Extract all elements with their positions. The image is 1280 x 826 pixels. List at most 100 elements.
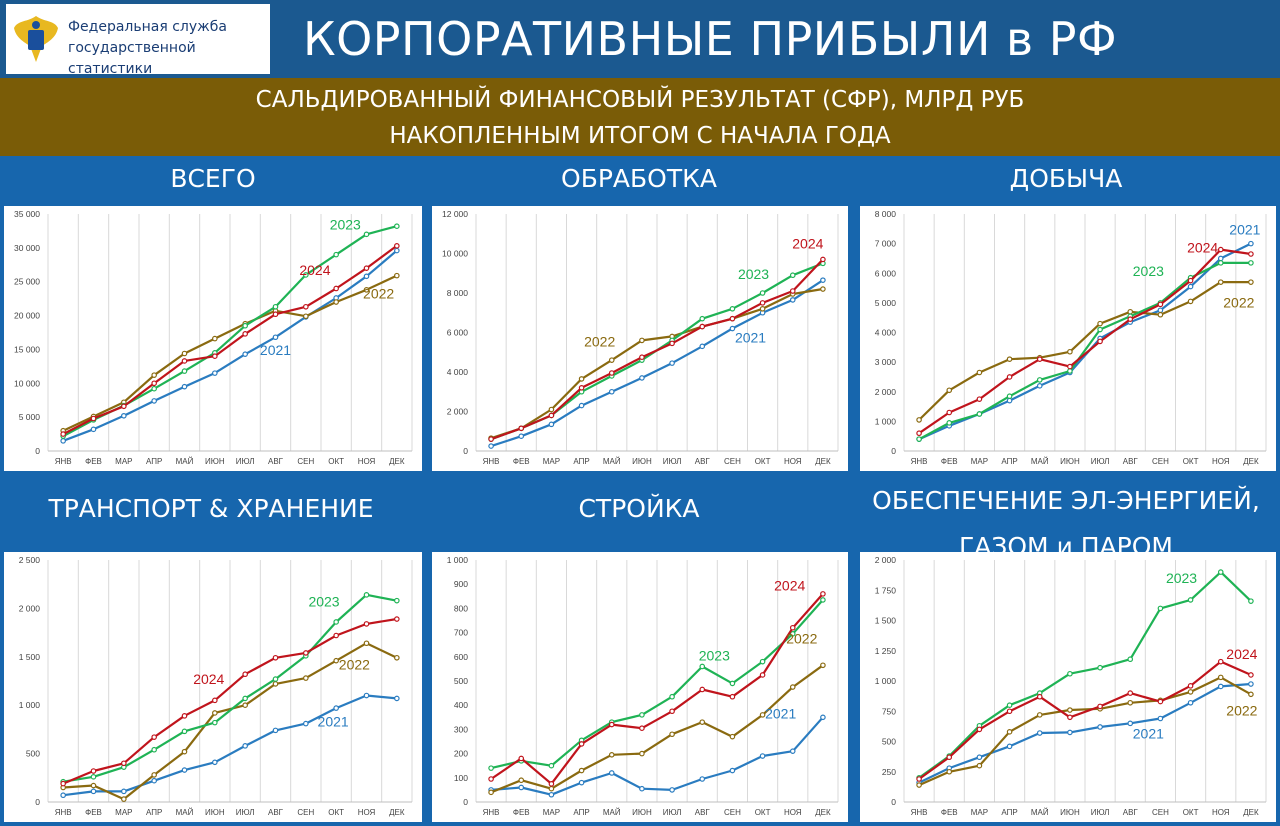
data-point-2024: [1097, 703, 1103, 710]
x-tick-label: АВГ: [268, 457, 284, 466]
data-point-2021: [1187, 699, 1194, 706]
data-point-2024: [548, 412, 555, 419]
data-point-2022: [820, 286, 826, 292]
data-point-2023: [946, 420, 953, 426]
x-tick-label: ФЕВ: [941, 457, 958, 466]
chart-svg: 0 100 200 300 400 500 600 700 800 900 1 000 ЯНВ ФЕВ М…: [447, 555, 839, 817]
x-tick-label: АПР: [573, 457, 589, 466]
x-tick-label: ИЮН: [205, 457, 225, 466]
data-point-2023: [181, 728, 188, 735]
data-point-2022: [272, 681, 279, 687]
x-tick-label: ФЕВ: [85, 457, 102, 466]
data-point-2024: [303, 650, 309, 656]
x-tick-label: МАЙ: [603, 457, 621, 466]
x-tick-label: ИЮН: [205, 808, 225, 817]
data-point-2022: [1217, 279, 1224, 285]
y-tick-label: 5 000: [875, 298, 897, 308]
data-point-2023: [181, 368, 188, 374]
subtitle-banner: САЛЬДИРОВАННЫЙ ФИНАНСОВЫЙ РЕЗУЛЬТАТ (СФР…: [0, 78, 1280, 156]
data-point-2022: [363, 287, 370, 293]
data-point-2022: [242, 702, 248, 709]
data-point-2024: [759, 300, 766, 306]
y-tick-label: 2 000: [875, 387, 897, 397]
y-tick-label: 2 000: [875, 555, 897, 565]
data-point-2022: [1187, 689, 1194, 695]
data-point-2024: [518, 755, 525, 762]
chart-title-transport-text: ТРАНСПОРТ & ХРАНЕНИЕ: [48, 494, 374, 523]
chart-title-utilities: ОБЕСПЕЧЕНИЕ ЭЛ-ЭНЕРГИЕЙ, ГАЗОМ и ПАРОМ: [852, 478, 1280, 570]
y-tick-label: 1 000: [19, 700, 41, 710]
series-label-2022: 2022: [339, 656, 370, 672]
x-tick-label: ЯНВ: [911, 457, 928, 466]
x-tick-label: АПР: [573, 808, 589, 817]
data-point-2023: [1097, 326, 1103, 333]
data-point-2023: [151, 746, 157, 753]
series-label-2021: 2021: [735, 329, 766, 345]
x-tick-label: НОЯ: [1212, 808, 1230, 817]
series-label-2024: 2024: [1187, 240, 1218, 256]
series-line-2023: [490, 599, 824, 770]
data-point-2022: [394, 272, 400, 279]
series-label-2023: 2023: [1166, 570, 1197, 586]
data-point-2021: [363, 273, 370, 280]
y-tick-label: 200: [454, 749, 468, 759]
top-banner: Федеральная служба государственной стати…: [0, 0, 1280, 78]
chart-title-transport: ТРАНСПОРТ & ХРАНЕНИЕ: [0, 494, 422, 523]
x-tick-label: ДЕК: [1243, 808, 1259, 817]
x-tick-label: ФЕВ: [513, 808, 530, 817]
data-point-2023: [212, 719, 218, 726]
data-point-2024: [1248, 672, 1254, 678]
data-point-2024: [729, 693, 736, 700]
data-point-2023: [242, 322, 248, 329]
data-point-2024: [729, 315, 736, 322]
series-line-2022: [62, 274, 398, 432]
data-point-2022: [1067, 707, 1073, 713]
data-point-2023: [272, 676, 279, 682]
y-tick-label: 0: [35, 446, 40, 456]
data-point-2021: [1006, 743, 1013, 750]
y-tick-label: 300: [454, 724, 468, 734]
y-tick-label: 1 000: [447, 555, 469, 565]
series-line-2021: [918, 682, 1251, 784]
data-point-2023: [759, 658, 766, 665]
data-point-2024: [1067, 714, 1073, 721]
org-name-line1: Федеральная служба: [68, 19, 227, 35]
series-line-2023: [63, 593, 398, 783]
data-point-2022: [820, 662, 826, 669]
series-label-2023: 2023: [1133, 263, 1164, 279]
y-tick-label: 5 000: [19, 412, 41, 422]
data-point-2024: [121, 403, 127, 410]
series-label-2022: 2022: [1223, 294, 1254, 310]
y-tick-label: 20 000: [14, 311, 40, 321]
series-line-2022: [63, 642, 398, 801]
data-point-2022: [946, 768, 953, 775]
x-tick-label: НОЯ: [784, 808, 802, 817]
data-point-2022: [1217, 674, 1224, 681]
x-tick-label: МАР: [971, 808, 988, 817]
data-point-2023: [394, 223, 400, 229]
y-tick-label: 250: [882, 767, 896, 777]
data-point-2022: [548, 785, 555, 792]
chart-svg: 0 1 000 2 000 3 000 4 000 5 000 6 000 7 000 8 00…: [875, 209, 1267, 466]
data-point-2022: [151, 372, 157, 378]
data-point-2023: [90, 774, 97, 780]
data-point-2021: [1217, 255, 1224, 262]
data-point-2021: [608, 770, 615, 776]
x-tick-label: АПР: [146, 808, 162, 817]
data-point-2024: [1036, 356, 1043, 362]
series-line-2024: [918, 248, 1252, 435]
data-point-2024: [60, 431, 66, 437]
series-label-2023: 2023: [308, 593, 339, 609]
series-line-2024: [62, 244, 398, 436]
data-point-2024: [946, 754, 953, 761]
data-point-2022: [181, 748, 188, 755]
data-point-2023: [759, 290, 766, 296]
data-point-2022: [578, 376, 585, 382]
series-line-2024: [62, 617, 397, 785]
data-point-2022: [518, 777, 525, 784]
data-point-2022: [90, 782, 97, 789]
data-point-2021: [242, 351, 248, 357]
series-line-2022: [918, 280, 1251, 421]
data-point-2023: [820, 597, 826, 603]
x-tick-label: ИЮЛ: [236, 457, 255, 466]
